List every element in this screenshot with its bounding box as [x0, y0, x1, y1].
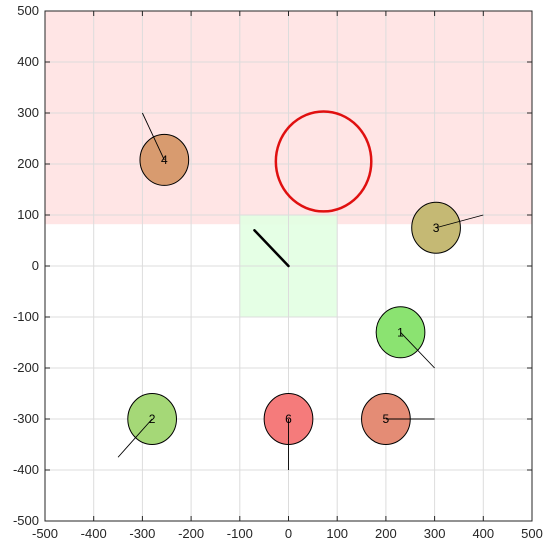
x-tick-label: -500 [32, 526, 58, 541]
x-tick-label: 500 [521, 526, 543, 541]
agents-layer: 1 2 3 4 5 6 [117, 112, 484, 470]
agent-label-4: 4 [161, 153, 168, 167]
y-tick-label: 300 [17, 105, 39, 120]
target-layer [274, 110, 373, 213]
agent-label-5: 5 [383, 412, 390, 426]
agent-heading-2 [117, 418, 153, 458]
agent-heading-1 [400, 331, 435, 369]
x-tick-label: 100 [326, 526, 348, 541]
agent-label-1: 1 [397, 325, 404, 339]
x-tick-label: 300 [424, 526, 446, 541]
agent-label-3: 3 [433, 221, 440, 235]
y-tick-label: 100 [17, 207, 39, 222]
axes-layer: -500 -400 -300 -200 -100 0 100 200 300 400 500 -500… [13, 3, 543, 541]
y-tick-label: -400 [13, 462, 39, 477]
x-tick-label: 400 [472, 526, 494, 541]
x-tick-label: -400 [81, 526, 107, 541]
agent-heading-4 [141, 112, 165, 161]
y-tick-label: 0 [32, 258, 39, 273]
segment-layer [253, 229, 290, 268]
x-tick-label: -300 [129, 526, 155, 541]
x-tick-label: -100 [227, 526, 253, 541]
agent-label-6: 6 [285, 412, 292, 426]
y-tick-label: 500 [17, 3, 39, 18]
y-tick-label: 400 [17, 54, 39, 69]
agent-label-2: 2 [149, 412, 156, 426]
x-tick-label: 200 [375, 526, 397, 541]
y-tick-label: -500 [13, 513, 39, 528]
y-tick-label: -200 [13, 360, 39, 375]
target-circle [274, 110, 373, 213]
y-tick-label: 200 [17, 156, 39, 171]
y-tick-label: -100 [13, 309, 39, 324]
x-tick-label: 0 [285, 526, 292, 541]
agent-heading-3 [435, 214, 484, 229]
y-tick-label: -300 [13, 411, 39, 426]
center-segment [253, 229, 290, 268]
x-tick-label: -200 [178, 526, 204, 541]
